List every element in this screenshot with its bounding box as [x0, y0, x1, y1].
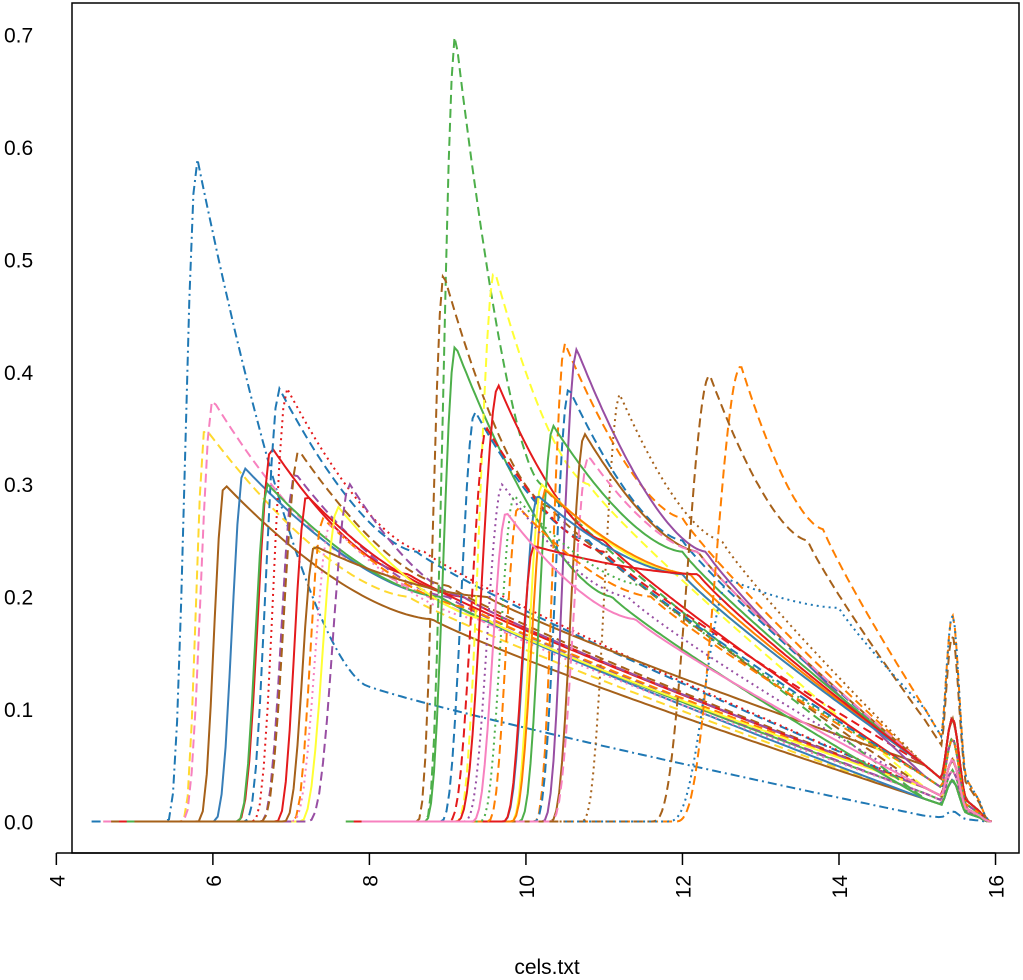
y-axis: 0.0 0.1 0.2 0.3 0.4 0.5 0.6 0.7 — [4, 24, 34, 834]
density-curve-8 — [126, 385, 989, 823]
density-curve-28 — [361, 391, 992, 823]
density-curve-31 — [361, 454, 992, 823]
y-tick-label: 0.6 — [4, 137, 33, 160]
density-curve-2 — [103, 430, 989, 823]
y-tick-label: 0.0 — [4, 812, 33, 835]
x-tick-label: 4 — [46, 875, 69, 887]
density-curves — [91, 37, 992, 823]
x-tick-label: 10 — [516, 875, 539, 898]
density-curve-19 — [345, 273, 992, 823]
y-tick-label: 0.7 — [4, 24, 33, 47]
y-tick-label: 0.1 — [4, 699, 33, 722]
y-tick-label: 0.4 — [4, 362, 34, 385]
density-curve-18 — [345, 37, 992, 823]
y-tick-label: 0.3 — [4, 474, 33, 497]
x-tick-label: 16 — [986, 875, 1009, 898]
x-tick-label: 6 — [203, 875, 226, 887]
x-tick-label: 12 — [672, 875, 695, 898]
density-curve-1 — [91, 159, 988, 823]
density-curve-40 — [361, 482, 992, 823]
density-curve-26 — [361, 346, 992, 823]
density-curve-42 — [361, 512, 992, 823]
density-curve-37 — [549, 374, 992, 823]
density-curve-24 — [353, 426, 992, 823]
density-curve-33 — [361, 488, 992, 823]
y-tick-label: 0.2 — [4, 587, 33, 610]
density-curve-7 — [126, 385, 989, 823]
y-tick-label: 0.5 — [4, 249, 33, 272]
density-curve-36 — [565, 366, 992, 823]
density-curve-20 — [345, 345, 992, 823]
x-tick-label: 14 — [829, 875, 852, 899]
density-curve-22 — [353, 383, 992, 823]
x-tick-label: 8 — [359, 875, 382, 887]
density-curve-5 — [119, 466, 989, 823]
x-axis-title: cels.txt — [514, 956, 580, 979]
density-curve-15 — [142, 522, 989, 823]
x-axis: 4 6 8 10 12 14 16 — [46, 852, 1009, 899]
